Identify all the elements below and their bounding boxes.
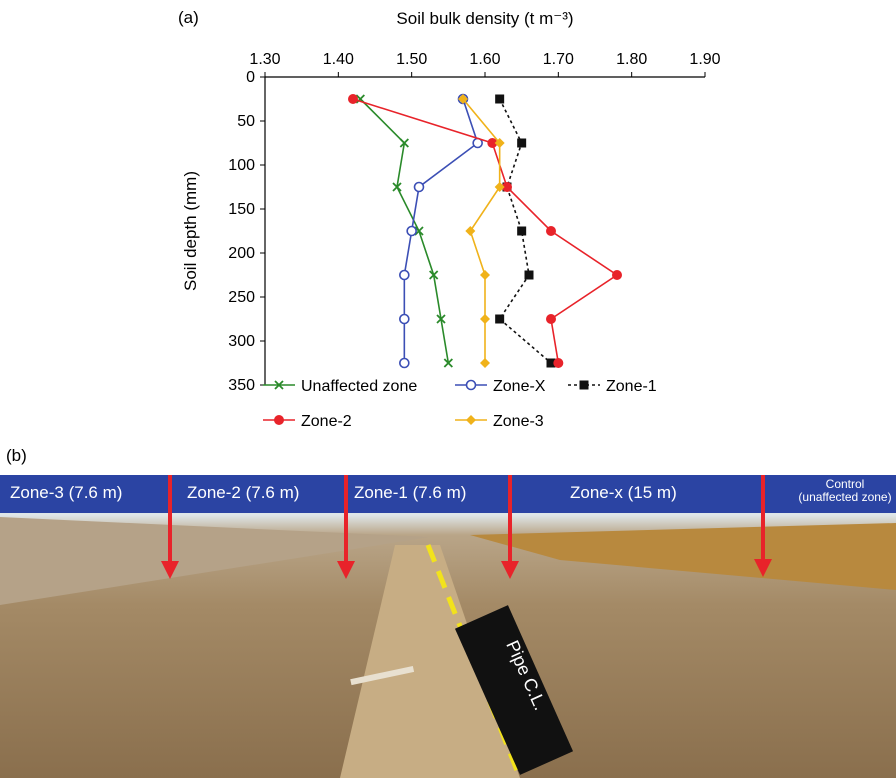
data-point bbox=[465, 379, 477, 391]
y-tick-label: 200 bbox=[228, 245, 255, 262]
legend-label: Unaffected zone bbox=[301, 378, 417, 395]
series-0 bbox=[355, 94, 453, 368]
marker-stroke bbox=[399, 138, 409, 148]
field-scene bbox=[0, 517, 896, 778]
data-point bbox=[546, 226, 556, 236]
zone-boundary-arrow bbox=[501, 475, 519, 579]
zone-boundary-arrow bbox=[161, 475, 179, 579]
marker-stroke bbox=[429, 270, 439, 280]
marker-stroke bbox=[392, 182, 402, 192]
y-tick-label: 350 bbox=[228, 377, 255, 394]
chart-title: Soil bulk density (t m⁻³) bbox=[396, 9, 573, 28]
data-point bbox=[494, 182, 505, 192]
data-point bbox=[495, 94, 505, 104]
data-point bbox=[429, 270, 439, 280]
marker-stroke bbox=[355, 94, 365, 104]
marker-stroke bbox=[414, 226, 424, 236]
data-point bbox=[399, 357, 410, 369]
data-point bbox=[406, 225, 417, 237]
control-line1: Control bbox=[825, 477, 865, 491]
legend-item: Zone-2 bbox=[263, 413, 352, 430]
x-tick-label: 1.90 bbox=[689, 51, 720, 68]
y-tick-label: 50 bbox=[237, 113, 255, 130]
bulk-density-chart: Soil bulk density (t m⁻³) 1.30 1.40 1.50 1.6… bbox=[181, 9, 721, 430]
y-tick-label: 300 bbox=[228, 333, 255, 350]
data-point bbox=[553, 358, 564, 368]
data-point bbox=[502, 182, 512, 192]
marker-stroke bbox=[443, 358, 453, 368]
control-line2: (unaffected zone) bbox=[798, 490, 892, 504]
legend-item: Unaffected zone bbox=[263, 378, 417, 395]
x-tick-label: 1.50 bbox=[396, 51, 427, 68]
zone-1-label: Zone-1 (7.6 m) bbox=[354, 483, 467, 502]
data-point bbox=[524, 270, 534, 280]
data-point bbox=[612, 270, 622, 280]
y-tick-label: 100 bbox=[228, 157, 255, 174]
legend-item: Zone-X bbox=[455, 378, 546, 395]
legend-label: Zone-X bbox=[493, 378, 546, 395]
panel-b-label: (b) bbox=[6, 446, 27, 465]
trench-strip bbox=[340, 545, 520, 778]
legend-item: Zone-3 bbox=[455, 413, 544, 430]
data-point bbox=[399, 269, 410, 281]
data-point bbox=[465, 226, 476, 236]
x-tick-label: 1.70 bbox=[543, 51, 574, 68]
data-point bbox=[487, 138, 498, 148]
field-photo bbox=[0, 475, 896, 778]
zone-label-bar bbox=[0, 475, 896, 513]
zone-boundary-arrow bbox=[754, 475, 772, 577]
data-point bbox=[494, 138, 505, 148]
legend-label: Zone-3 bbox=[493, 413, 544, 430]
marker-stroke bbox=[274, 380, 284, 390]
data-point bbox=[399, 313, 410, 325]
corn-field bbox=[470, 523, 896, 590]
zone-arrows bbox=[161, 475, 772, 579]
data-point bbox=[517, 138, 527, 148]
legend-label: Zone-2 bbox=[301, 413, 352, 430]
data-point bbox=[392, 182, 402, 192]
data-point bbox=[274, 380, 284, 390]
zone-2-label: Zone-2 (7.6 m) bbox=[187, 483, 300, 502]
data-point bbox=[546, 314, 556, 324]
data-point bbox=[480, 358, 490, 368]
distant-ground bbox=[0, 517, 430, 605]
series-1 bbox=[399, 93, 483, 369]
y-tick-label: 0 bbox=[246, 69, 255, 86]
data-point bbox=[458, 94, 468, 104]
data-point bbox=[480, 270, 490, 280]
ruler bbox=[350, 665, 415, 686]
marker-stroke bbox=[436, 314, 446, 324]
data-point bbox=[480, 314, 490, 324]
control-label: Control (unaffected zone) bbox=[790, 478, 896, 504]
data-point bbox=[495, 314, 505, 324]
y-axis-label: Soil depth (mm) bbox=[181, 171, 200, 291]
data-point bbox=[546, 358, 556, 368]
x-tick-label: 1.40 bbox=[323, 51, 354, 68]
data-point bbox=[274, 415, 284, 425]
x-tick-label: 1.80 bbox=[616, 51, 647, 68]
data-point bbox=[466, 415, 476, 425]
data-point bbox=[517, 226, 527, 236]
panel-a-label: (a) bbox=[178, 8, 199, 27]
x-tick-label: 1.60 bbox=[469, 51, 500, 68]
x-tick-label: 1.30 bbox=[249, 51, 280, 68]
legend-item: Zone-1 bbox=[568, 378, 657, 395]
series-3 bbox=[348, 94, 622, 368]
data-point bbox=[414, 226, 424, 236]
series-4 bbox=[458, 94, 505, 368]
y-tick-label: 250 bbox=[228, 289, 255, 306]
data-point bbox=[443, 358, 453, 368]
data-point bbox=[399, 138, 409, 148]
y-tick-label: 150 bbox=[228, 201, 255, 218]
data-point bbox=[579, 380, 589, 390]
zone-x-label: Zone-x (15 m) bbox=[570, 483, 677, 502]
data-point bbox=[436, 314, 446, 324]
legend-label: Zone-1 bbox=[606, 378, 657, 395]
data-point bbox=[348, 94, 358, 104]
zone-boundary-arrow bbox=[337, 475, 355, 579]
zone-3-label: Zone-3 (7.6 m) bbox=[10, 483, 123, 502]
data-point bbox=[413, 181, 425, 193]
